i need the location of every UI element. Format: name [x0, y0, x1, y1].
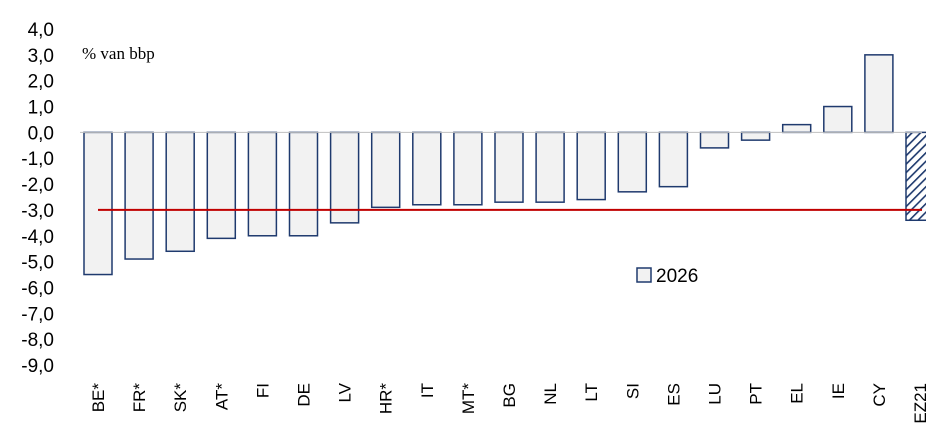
- bar-lt: [576, 131, 606, 201]
- x-tick-label: HR*: [377, 383, 396, 415]
- x-tick-label: BE*: [89, 383, 108, 413]
- bar-ie: [823, 105, 853, 134]
- x-tick-label: CY: [870, 383, 889, 407]
- bar-be: [83, 131, 113, 276]
- legend: 2026: [636, 266, 698, 287]
- y-tick-label: -4,0: [21, 227, 54, 248]
- y-tick-label: 3,0: [28, 46, 54, 67]
- y-tick-label: 1,0: [28, 98, 54, 119]
- legend-label: 2026: [656, 266, 698, 287]
- x-tick-label: ES: [664, 383, 683, 406]
- x-tick-label: SI: [623, 383, 642, 399]
- bar-fi: [247, 131, 278, 237]
- x-tick-label: AT*: [212, 383, 231, 410]
- x-tick-label: EZ21: [911, 383, 926, 424]
- y-tick-label: 4,0: [28, 20, 54, 41]
- x-tick-label: NL: [541, 383, 560, 405]
- x-tick-label: PT: [747, 383, 766, 405]
- x-tick-label: LT: [582, 383, 601, 402]
- unit-label: % van bbp: [82, 44, 155, 63]
- x-tick-label: IT: [418, 383, 437, 398]
- x-tick-label: LU: [706, 383, 725, 405]
- y-tick-label: 2,0: [28, 72, 54, 93]
- x-tick-label: DE: [295, 383, 314, 407]
- bar-es: [658, 131, 689, 188]
- y-tick-label: -1,0: [21, 149, 54, 170]
- x-tick-label: MT*: [459, 383, 478, 415]
- y-tick-label: -3,0: [21, 201, 54, 222]
- bar-it: [412, 131, 442, 206]
- x-tick-label: LV: [336, 382, 355, 402]
- x-tick-label: BG: [500, 383, 519, 408]
- y-tick-label: -7,0: [21, 304, 54, 325]
- y-tick-label: -6,0: [21, 278, 54, 299]
- bar-pt: [740, 131, 771, 141]
- legend-swatch: [636, 267, 652, 283]
- bars: [83, 54, 926, 276]
- bar-sk: [165, 131, 195, 253]
- x-tick-label: FI: [253, 383, 272, 398]
- y-tick-label: -9,0: [21, 356, 54, 377]
- x-tick-label: FR*: [130, 383, 149, 413]
- y-tick-label: -2,0: [21, 175, 54, 196]
- bar-el: [781, 123, 812, 134]
- bar-mt: [453, 131, 483, 206]
- y-tick-label: -5,0: [21, 253, 54, 274]
- bar-bg: [494, 131, 524, 203]
- y-tick-label: -8,0: [21, 330, 54, 351]
- bar-lu: [699, 131, 730, 149]
- y-axis: 4,0 3,0 2,0 1,0 0,0 -1,0 -2,0 -3,0 -4,0 -5,0 -6,0 -…: [21, 20, 54, 377]
- bar-cy: [864, 54, 894, 134]
- bar-nl: [535, 131, 565, 203]
- bar-at: [206, 131, 237, 240]
- bar-fr: [124, 131, 154, 260]
- bar-hr: [370, 131, 401, 209]
- y-tick-label: 0,0: [28, 123, 54, 144]
- bar-lv: [329, 131, 360, 224]
- x-tick-label: EL: [788, 383, 807, 404]
- x-tick-label: IE: [829, 383, 848, 399]
- bar-de: [288, 131, 319, 237]
- x-tick-label: SK*: [171, 383, 190, 413]
- bar-si: [617, 131, 648, 193]
- x-axis-labels: BE* FR* SK* AT* FI DE LV HR* IT MT* BG NL LT SI ES LU PT…: [89, 382, 926, 423]
- bar-ez21: [905, 131, 926, 222]
